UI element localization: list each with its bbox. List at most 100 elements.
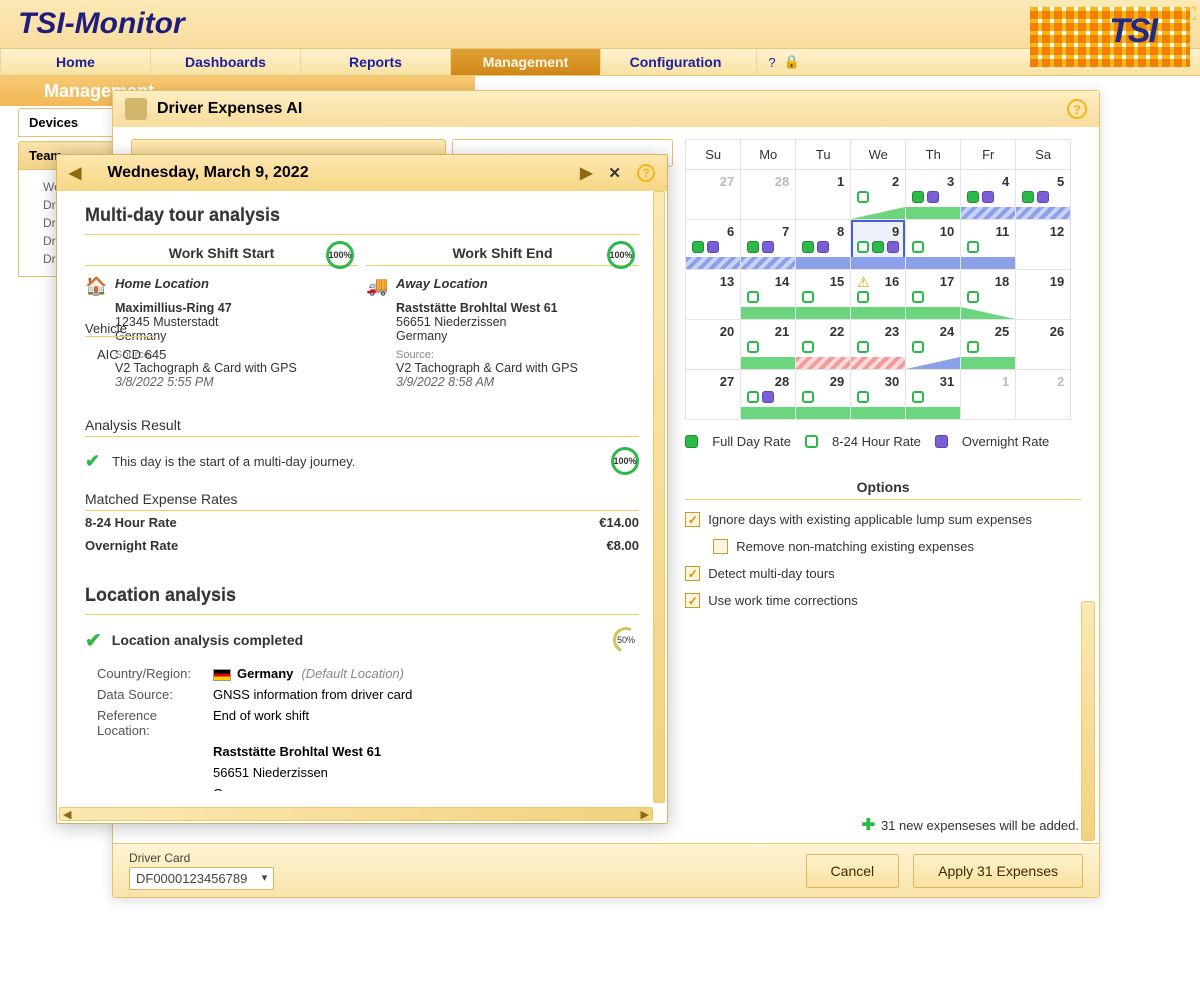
calendar-day[interactable]: 13	[686, 270, 741, 320]
scrollbar-horizontal[interactable]: ◀▶	[59, 807, 653, 821]
calendar-day[interactable]: 1	[796, 170, 851, 220]
rate-marker	[747, 391, 759, 403]
calendar-day[interactable]: 21	[741, 320, 796, 370]
calendar-day[interactable]: 16⚠	[851, 270, 906, 320]
lock-icon[interactable]: 🔒	[783, 53, 801, 71]
check-icon: ✔	[85, 451, 100, 472]
data-source-value: GNSS information from driver card	[213, 687, 412, 702]
tour-bar	[741, 257, 795, 269]
calendar-day[interactable]: 2	[851, 170, 906, 220]
dialog-footer: Driver Card DF0000123456789 Cancel Apply…	[113, 843, 1099, 897]
opt-corrections[interactable]: Use work time corrections	[685, 593, 1081, 608]
cancel-button[interactable]: Cancel	[806, 854, 900, 888]
rate-marker	[762, 391, 774, 403]
calendar-day[interactable]: 20	[686, 320, 741, 370]
opt-ignore[interactable]: Ignore days with existing applicable lum…	[685, 512, 1081, 527]
calendar-day[interactable]: 18	[961, 270, 1016, 320]
dialog-header: Driver Expenses AI ?	[113, 91, 1099, 127]
rate-marker	[707, 241, 719, 253]
calendar-day[interactable]: 10	[906, 220, 961, 270]
rate-marker	[982, 191, 994, 203]
rate-marker	[912, 291, 924, 303]
tour-bar	[796, 257, 850, 269]
driver-card-select[interactable]: DF0000123456789	[129, 867, 274, 890]
next-day-button[interactable]: ▶	[580, 163, 592, 183]
analysis-text: This day is the start of a multi-day jou…	[112, 454, 355, 469]
source-label: Source:	[396, 349, 639, 361]
scrollbar-vertical[interactable]	[1081, 601, 1095, 841]
calendar-day[interactable]: 5	[1016, 170, 1071, 220]
calendar-day[interactable]: 1	[961, 370, 1016, 420]
calendar-day[interactable]: 29	[796, 370, 851, 420]
rate-marker	[802, 391, 814, 403]
confidence-badge: 50%	[609, 623, 642, 656]
calendar-day[interactable]: 4	[961, 170, 1016, 220]
nav-dashboards[interactable]: Dashboards	[150, 49, 300, 75]
shift-end-heading: Work Shift End	[366, 245, 639, 266]
rate-marker	[857, 341, 869, 353]
calendar-day[interactable]: 31	[906, 370, 961, 420]
end-city: 56651 Niederzissen	[396, 315, 639, 329]
calendar-day[interactable]: 7	[741, 220, 796, 270]
calendar-day[interactable]: 15	[796, 270, 851, 320]
calendar-day[interactable]: 9	[851, 220, 906, 270]
calendar-legend: Full Day Rate 8-24 Hour Rate Overnight R…	[685, 434, 1081, 449]
start-location-name: Home Location	[115, 276, 209, 291]
calendar-day[interactable]: 17	[906, 270, 961, 320]
calendar-day[interactable]: 26	[1016, 320, 1071, 370]
calendar-day[interactable]: 22	[796, 320, 851, 370]
close-button[interactable]: ✕	[608, 164, 621, 182]
calendar-day[interactable]: 27	[686, 370, 741, 420]
tour-bar	[851, 357, 905, 369]
checkbox-icon[interactable]	[685, 512, 700, 527]
calendar-day[interactable]: 19	[1016, 270, 1071, 320]
calendar-day[interactable]: 12	[1016, 220, 1071, 270]
opt-remove[interactable]: Remove non-matching existing expenses	[713, 539, 1081, 554]
analysis-heading: Analysis Result	[85, 417, 639, 437]
day-popup-date: Wednesday, March 9, 2022	[97, 164, 572, 182]
vehicle-label: Vehicle	[85, 321, 155, 337]
help-icon[interactable]: ?	[763, 53, 781, 71]
rate-marker	[912, 241, 924, 253]
confidence-badge: 100%	[326, 241, 354, 269]
vendor-logo: TSI	[1030, 2, 1190, 72]
calendar-day[interactable]: 14	[741, 270, 796, 320]
legend-full-icon	[685, 435, 698, 448]
nav-configuration[interactable]: Configuration	[600, 49, 750, 75]
nav-management[interactable]: Management	[450, 49, 600, 75]
calendar-day[interactable]: 30	[851, 370, 906, 420]
legend-partial-label: 8-24 Hour Rate	[832, 434, 921, 449]
calendar-day[interactable]: 2	[1016, 370, 1071, 420]
tour-bar	[906, 207, 960, 219]
help-icon[interactable]: ?	[637, 164, 655, 182]
checkbox-icon[interactable]	[685, 593, 700, 608]
calendar-day[interactable]: 3	[906, 170, 961, 220]
calendar-day[interactable]: 24	[906, 320, 961, 370]
opt-detect[interactable]: Detect multi-day tours	[685, 566, 1081, 581]
calendar-day[interactable]: 6	[686, 220, 741, 270]
legend-overnight-label: Overnight Rate	[962, 434, 1049, 449]
calendar-day[interactable]: 8	[796, 220, 851, 270]
rate-marker	[747, 241, 759, 253]
calendar-day[interactable]: 28	[741, 170, 796, 220]
expand-icon[interactable]: ⛶	[1183, 4, 1196, 25]
calendar-day[interactable]: 11	[961, 220, 1016, 270]
help-icon[interactable]: ?	[1067, 99, 1087, 119]
checkbox-icon[interactable]	[685, 566, 700, 581]
calendar-dow: Tu	[796, 140, 851, 170]
ref-address: Raststätte Brohltal West 61	[213, 744, 381, 759]
apply-button[interactable]: Apply 31 Expenses	[913, 854, 1083, 888]
calendar-day[interactable]: 23	[851, 320, 906, 370]
end-country: Germany	[396, 329, 639, 343]
calendar-day[interactable]: 27	[686, 170, 741, 220]
tour-bar	[796, 357, 850, 369]
rate-marker	[802, 341, 814, 353]
truck-icon: 🚚	[366, 276, 388, 297]
calendar-day[interactable]: 25	[961, 320, 1016, 370]
nav-reports[interactable]: Reports	[300, 49, 450, 75]
nav-home[interactable]: Home	[0, 49, 150, 75]
prev-day-button[interactable]: ◀	[69, 163, 81, 183]
calendar-day[interactable]: 28	[741, 370, 796, 420]
checkbox-icon[interactable]	[713, 539, 728, 554]
start-source: V2 Tachograph & Card with GPS	[115, 361, 358, 375]
